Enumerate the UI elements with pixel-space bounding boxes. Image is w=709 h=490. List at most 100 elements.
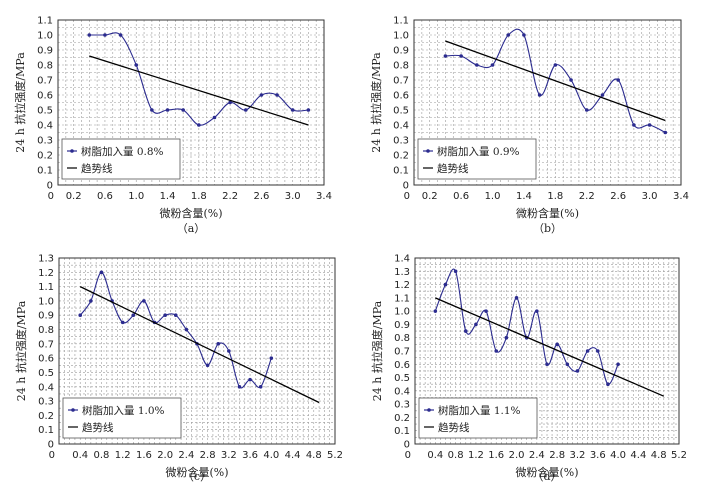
x-axis-label: 微粉含量(%) xyxy=(515,465,578,479)
trend-line xyxy=(435,297,665,397)
y-tick-label: 1.1 xyxy=(37,16,53,27)
y-tick-label: 0.2 xyxy=(394,413,410,424)
data-point xyxy=(173,313,178,318)
data-point xyxy=(443,54,448,58)
y-axis-label: 24 h 抗拉强度/MPa xyxy=(13,52,27,153)
data-point xyxy=(237,384,242,389)
x-tick-label: 4.8 xyxy=(306,450,322,461)
x-tick-label: 1.6 xyxy=(136,450,152,461)
data-point xyxy=(585,349,590,353)
data-point xyxy=(663,130,668,135)
data-point xyxy=(120,320,125,325)
x-tick-label: 3.2 xyxy=(570,450,586,461)
data-point xyxy=(514,296,519,300)
trend-line-segment xyxy=(79,286,320,404)
y-tick-label: 0.8 xyxy=(38,325,54,336)
y-tick-label: 0.5 xyxy=(394,373,410,384)
chart-panel-c: 0 0.1 0.2 0.3 0.4 0.5 0.6 0.7 0.8 0.9 1.0 1.1 1.2 1.3… xyxy=(14,254,343,484)
data-point xyxy=(103,33,107,37)
data-point xyxy=(258,384,263,389)
data-point xyxy=(227,349,231,353)
x-tick-label: 2.0 xyxy=(509,450,525,461)
y-tick-label: 0.7 xyxy=(393,76,409,87)
x-tick-label: 4.0 xyxy=(610,450,626,461)
x-tick-label: 0.8 xyxy=(94,450,110,461)
y-tick-label: 0.5 xyxy=(37,106,53,117)
data-point xyxy=(616,362,620,367)
data-point xyxy=(600,93,605,97)
x-tick-label: 3.6 xyxy=(242,450,258,461)
data-point xyxy=(463,329,468,333)
data-point xyxy=(537,93,542,97)
y-tick-label: 0.9 xyxy=(38,311,54,322)
x-tick-label: 2.4 xyxy=(178,450,194,461)
data-point xyxy=(569,78,573,82)
data-point xyxy=(475,63,479,67)
data-point xyxy=(535,309,539,313)
data-series xyxy=(87,32,311,127)
trend-line xyxy=(79,286,320,404)
data-point xyxy=(89,299,93,303)
x-tick-label: 3.4 xyxy=(673,191,689,202)
x-tick-label: 4.4 xyxy=(285,450,301,461)
x-tick-label: 0 xyxy=(404,191,410,202)
legend: 树脂加入量 1.0% 趋势线 xyxy=(62,397,182,439)
y-tick-label: 0.9 xyxy=(394,320,410,331)
trend-line-segment xyxy=(89,55,309,126)
y-tick-label: 0.8 xyxy=(37,61,53,72)
data-point xyxy=(78,313,83,318)
x-tick-label: 0 xyxy=(405,450,411,461)
y-tick-label: 0.1 xyxy=(393,166,409,177)
data-point xyxy=(87,33,92,37)
y-tick-label: 1.1 xyxy=(393,16,409,27)
data-point xyxy=(269,356,274,360)
data-point xyxy=(490,63,495,67)
legend-marker xyxy=(71,408,75,412)
legend-marker xyxy=(427,408,431,412)
x-axis-label: 微粉含量(%) xyxy=(159,206,222,220)
x-tick-label: 0 xyxy=(48,191,54,202)
tick-labels: 0 0.1 0.2 0.3 0.4 0.5 0.6 0.7 0.8 0.9 1.0 1.1 0 0.2 0.… xyxy=(393,16,689,203)
x-tick-label: 0.4 xyxy=(72,450,88,461)
y-tick-label: 0 xyxy=(404,440,410,451)
x-tick-label: 3.0 xyxy=(285,191,301,202)
data-point xyxy=(575,369,580,373)
data-point xyxy=(504,335,509,340)
y-tick-label: 1.3 xyxy=(394,267,410,278)
legend-entry: 趋势线 xyxy=(82,421,114,434)
data-series xyxy=(78,270,274,389)
x-tick-label: 1.0 xyxy=(128,191,144,202)
y-tick-label: 0.3 xyxy=(38,397,54,408)
data-point xyxy=(584,108,589,112)
data-point xyxy=(522,33,526,37)
y-tick-label: 1.2 xyxy=(394,280,410,291)
data-point xyxy=(553,63,558,67)
data-point xyxy=(243,108,248,112)
y-tick-label: 0.3 xyxy=(37,136,53,147)
y-tick-label: 0.6 xyxy=(38,354,54,365)
y-tick-label: 0.4 xyxy=(394,386,410,397)
y-tick-label: 0 xyxy=(48,440,54,451)
x-tick-label: 0 xyxy=(49,450,55,461)
x-tick-label: 3.0 xyxy=(642,191,658,202)
data-point xyxy=(150,108,154,112)
x-tick-label: 2.2 xyxy=(579,191,595,202)
data-point xyxy=(595,349,600,353)
data-point xyxy=(484,309,488,313)
y-tick-label: 0.2 xyxy=(393,151,409,162)
x-tick-label: 1.8 xyxy=(191,191,207,202)
y-tick-label: 0.8 xyxy=(394,333,410,344)
x-tick-label: 1.0 xyxy=(485,191,501,202)
x-tick-label: 4.4 xyxy=(630,450,646,461)
panel-label: （c） xyxy=(183,470,211,483)
legend-box xyxy=(418,397,538,439)
legend-entry: 树脂加入量 1.0% xyxy=(82,404,165,417)
plot-frame xyxy=(414,257,680,445)
y-tick-label: 0.6 xyxy=(37,91,53,102)
data-point xyxy=(459,54,463,58)
plot-frame xyxy=(57,19,325,186)
x-axis-label: 微粉含量(%) xyxy=(516,206,579,220)
data-point xyxy=(248,377,252,382)
y-tick-label: 0.2 xyxy=(38,411,54,422)
legend-entry: 趋势线 xyxy=(438,421,470,434)
